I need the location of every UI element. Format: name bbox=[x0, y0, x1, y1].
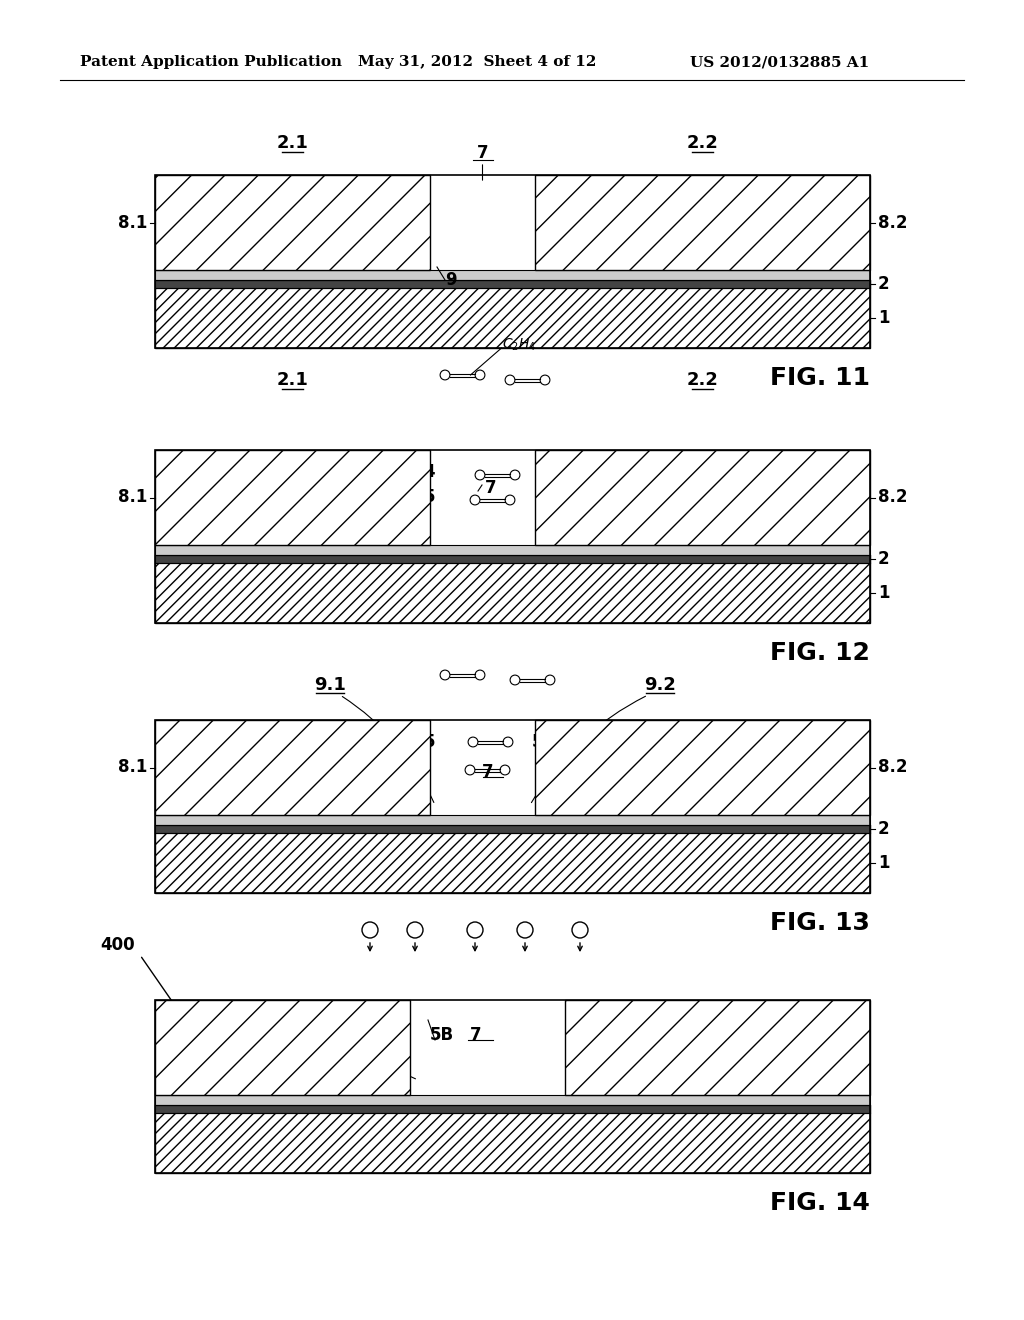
Circle shape bbox=[362, 921, 378, 939]
Text: May 31, 2012  Sheet 4 of 12: May 31, 2012 Sheet 4 of 12 bbox=[358, 55, 596, 69]
Text: 2.2: 2.2 bbox=[686, 135, 719, 152]
Text: FIG. 14: FIG. 14 bbox=[770, 1191, 870, 1214]
Bar bbox=[155, 554, 870, 623]
Bar bbox=[155, 825, 870, 833]
Circle shape bbox=[572, 921, 588, 939]
Text: 9: 9 bbox=[445, 271, 457, 289]
Text: 7: 7 bbox=[485, 479, 497, 498]
Bar bbox=[155, 814, 870, 825]
Circle shape bbox=[440, 671, 450, 680]
Bar bbox=[155, 1096, 870, 1105]
Text: 8.2: 8.2 bbox=[878, 214, 907, 231]
Bar bbox=[155, 554, 870, 564]
Text: 2.1: 2.1 bbox=[276, 135, 308, 152]
Bar bbox=[155, 719, 430, 814]
Text: 1: 1 bbox=[878, 583, 890, 602]
Text: 9: 9 bbox=[230, 1020, 242, 1039]
Circle shape bbox=[540, 375, 550, 385]
Bar bbox=[155, 271, 870, 280]
Text: 7: 7 bbox=[470, 1026, 481, 1044]
Text: Patent Application Publication: Patent Application Publication bbox=[80, 55, 342, 69]
Circle shape bbox=[440, 370, 450, 380]
Text: 8.2: 8.2 bbox=[878, 488, 907, 507]
Bar bbox=[535, 176, 870, 271]
Circle shape bbox=[505, 375, 515, 385]
Text: 5: 5 bbox=[424, 733, 435, 751]
Text: 7: 7 bbox=[481, 763, 494, 781]
Text: 4: 4 bbox=[423, 463, 435, 480]
Circle shape bbox=[475, 370, 485, 380]
Circle shape bbox=[470, 495, 480, 506]
Bar bbox=[155, 176, 870, 348]
Text: FIG. 11: FIG. 11 bbox=[770, 366, 870, 389]
Bar bbox=[155, 450, 430, 545]
Text: US 2012/0132885 A1: US 2012/0132885 A1 bbox=[690, 55, 869, 69]
Bar bbox=[155, 1001, 870, 1173]
Bar bbox=[155, 825, 870, 894]
Text: 5B: 5B bbox=[430, 1026, 454, 1044]
Bar bbox=[155, 545, 870, 554]
Text: 2.2: 2.2 bbox=[686, 371, 719, 389]
Bar bbox=[535, 450, 870, 545]
Bar bbox=[155, 280, 870, 348]
Circle shape bbox=[517, 921, 534, 939]
Circle shape bbox=[407, 921, 423, 939]
Text: 2.1: 2.1 bbox=[276, 371, 308, 389]
Circle shape bbox=[510, 470, 520, 480]
Bar bbox=[565, 1001, 870, 1096]
Text: 5: 5 bbox=[424, 488, 435, 506]
Text: 2: 2 bbox=[878, 550, 890, 568]
Circle shape bbox=[503, 737, 513, 747]
Circle shape bbox=[510, 675, 520, 685]
Text: 8.1: 8.1 bbox=[118, 214, 147, 231]
Text: FIG. 13: FIG. 13 bbox=[770, 911, 870, 935]
Circle shape bbox=[465, 766, 475, 775]
Bar bbox=[155, 719, 870, 894]
Text: 1: 1 bbox=[878, 309, 890, 327]
Text: 2: 2 bbox=[878, 275, 890, 293]
Bar bbox=[155, 176, 430, 271]
Text: 8.2: 8.2 bbox=[878, 759, 907, 776]
Circle shape bbox=[475, 671, 485, 680]
Circle shape bbox=[500, 766, 510, 775]
Bar bbox=[535, 719, 870, 814]
Bar bbox=[155, 450, 870, 623]
Circle shape bbox=[505, 495, 515, 506]
Text: 5: 5 bbox=[532, 733, 544, 751]
Text: 8.1: 8.1 bbox=[118, 488, 147, 507]
Text: 9.1: 9.1 bbox=[314, 676, 346, 694]
Text: 400: 400 bbox=[100, 936, 134, 954]
Text: FIG. 12: FIG. 12 bbox=[770, 642, 870, 665]
Circle shape bbox=[545, 675, 555, 685]
Bar bbox=[155, 1105, 870, 1173]
Text: 9.2: 9.2 bbox=[644, 676, 676, 694]
Circle shape bbox=[468, 737, 478, 747]
Bar bbox=[155, 280, 870, 288]
Text: 1: 1 bbox=[878, 854, 890, 873]
Bar bbox=[155, 1001, 410, 1096]
Circle shape bbox=[467, 921, 483, 939]
Text: 8.1: 8.1 bbox=[118, 759, 147, 776]
Text: $C_2H_4$: $C_2H_4$ bbox=[503, 337, 537, 354]
Circle shape bbox=[475, 470, 485, 480]
Bar bbox=[155, 1105, 870, 1113]
Text: 7: 7 bbox=[477, 144, 488, 162]
Text: 2: 2 bbox=[878, 820, 890, 838]
